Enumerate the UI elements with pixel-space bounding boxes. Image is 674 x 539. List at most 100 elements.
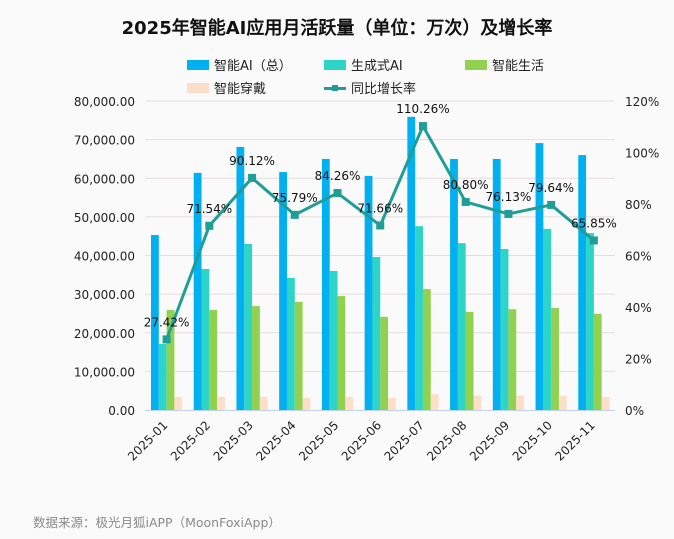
y-right-tick-label: 60% (625, 250, 652, 264)
x-tick-label: 2025-03 (211, 418, 256, 463)
bar (329, 270, 338, 410)
growth-data-label: 79.64% (528, 181, 574, 195)
y-axis-left: 0.00 10,000.00 20,000.00 30,000.00 40,000.00… (74, 95, 135, 418)
growth-marker (461, 197, 470, 206)
bar (492, 158, 501, 410)
growth-data-label: 76.13% (486, 190, 532, 204)
y-left-tick-label: 30,000.00 (74, 288, 135, 302)
bar (415, 226, 423, 410)
bar (236, 146, 245, 410)
growth-data-label: 65.85% (571, 216, 617, 230)
bar (279, 172, 287, 410)
x-tick-label: 2025-07 (381, 418, 426, 463)
legend-label-smart-life: 智能生活 (492, 59, 545, 74)
bar (252, 306, 260, 410)
bar (578, 155, 587, 410)
growth-marker (248, 173, 257, 182)
x-tick-label: 2025-04 (253, 418, 298, 463)
growth-data-label: 71.66% (357, 201, 403, 215)
growth-marker (547, 200, 556, 209)
bar (500, 248, 509, 410)
bar (201, 269, 210, 410)
bar (551, 308, 559, 410)
bar (286, 277, 295, 410)
data-source: 数据来源：极光月狐iAPP（MoonFoxiApp） (33, 515, 281, 530)
bar (535, 143, 544, 410)
legend-item-growth-rate: 同比增长率 (324, 78, 416, 97)
bar (422, 289, 431, 410)
x-tick-label: 2025-08 (424, 418, 469, 463)
bar (465, 311, 474, 410)
x-tick-label: 2025-06 (339, 418, 384, 463)
y-left-tick-label: 10,000.00 (74, 365, 135, 379)
data-labels: 27.42% 71.54% 90.12% 75.79% 84.26% 71.66% 110.… (144, 102, 617, 329)
legend-label-wearables: 智能穿戴 (214, 82, 267, 97)
legend-item-smart-life: 智能生活 (465, 55, 544, 74)
growth-line (162, 122, 598, 344)
bar (193, 172, 202, 410)
growth-data-label: 110.26% (396, 102, 449, 116)
growth-marker (333, 189, 342, 198)
growth-marker (162, 335, 171, 344)
growth-marker (504, 209, 513, 218)
y-left-tick-label: 60,000.00 (74, 172, 135, 186)
growth-marker (205, 221, 214, 230)
legend-swatch-wearables (187, 82, 209, 93)
bar (430, 394, 439, 410)
growth-data-label: 75.79% (272, 191, 318, 205)
legend-swatch-ai-total (187, 59, 209, 70)
legend-item-generative-ai: 生成式AI (324, 55, 403, 74)
growth-marker (589, 236, 598, 245)
bar (174, 396, 183, 410)
y-left-tick-label: 20,000.00 (74, 327, 135, 341)
legend-label-growth-rate: 同比增长率 (351, 82, 417, 97)
bar (158, 343, 167, 410)
bar (543, 228, 552, 410)
x-tick-label: 2025-09 (467, 418, 512, 463)
y-right-tick-label: 20% (625, 353, 652, 367)
bar (473, 395, 482, 410)
y-left-tick-label: 0.00 (108, 404, 135, 418)
bar (380, 316, 389, 410)
bar (244, 243, 253, 410)
legend-swatch-smart-life (465, 59, 487, 70)
growth-data-label: 71.54% (186, 202, 232, 216)
growth-data-label: 27.42% (144, 315, 190, 329)
x-tick-label: 2025-10 (510, 418, 555, 463)
bar (372, 257, 381, 410)
bar (450, 158, 458, 410)
bar (388, 398, 396, 410)
x-tick-label: 2025-05 (296, 418, 341, 463)
legend-label-generative-ai: 生成式AI (351, 59, 403, 74)
bar (508, 309, 517, 410)
growth-marker (418, 122, 427, 131)
bar (302, 398, 311, 410)
bar (151, 235, 159, 410)
chart-title: 2025年智能AI应用月活跃量（单位：万次）及增长率 (121, 18, 553, 39)
bars (151, 116, 610, 411)
bar (516, 395, 525, 410)
y-right-tick-label: 80% (625, 198, 652, 212)
bar (294, 301, 303, 410)
bar (601, 396, 610, 410)
bar (457, 243, 466, 410)
bar (593, 313, 602, 410)
y-axis-right: 0% 20% 40% 60% 80% 100% 120% (625, 95, 659, 418)
growth-data-label: 84.26% (315, 169, 361, 183)
y-right-tick-label: 40% (625, 301, 652, 315)
y-left-tick-label: 50,000.00 (74, 211, 135, 225)
bar (337, 296, 346, 410)
y-right-tick-label: 120% (625, 95, 659, 109)
growth-marker (376, 221, 385, 230)
growth-data-label: 90.12% (229, 154, 275, 168)
bar (364, 175, 373, 410)
bar (209, 309, 218, 410)
x-tick-label: 2025-02 (168, 418, 213, 463)
bar (166, 309, 175, 410)
bar (407, 116, 416, 411)
growth-data-label: 80.80% (443, 178, 489, 192)
bar (558, 395, 567, 410)
legend-line-icon (324, 83, 346, 93)
growth-line-path (165, 124, 595, 340)
y-left-tick-label: 80,000.00 (74, 95, 135, 109)
